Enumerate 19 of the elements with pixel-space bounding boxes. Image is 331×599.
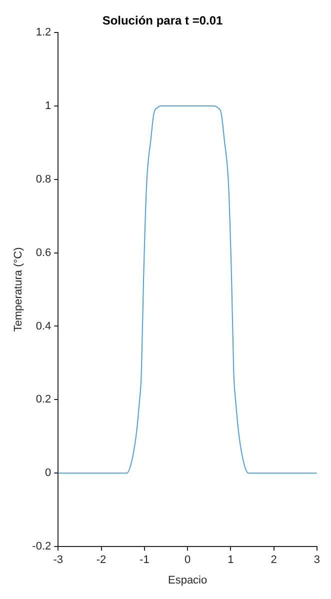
y-tick-label: 1.2 [36,26,52,38]
x-tick-label: -3 [53,554,64,566]
y-tick-label: -0.2 [32,540,52,553]
x-tick-label: 1 [228,554,234,566]
line-series [58,105,317,474]
y-tick-label: 1 [45,100,52,112]
y-tick-label: 0 [45,467,52,480]
y-tick-label: 0.6 [36,246,52,259]
x-tick-label: -2 [96,554,106,566]
x-tick-label: 3 [314,554,320,566]
x-tick-label: 0 [184,554,191,566]
x-tick-label: 2 [270,554,277,566]
chart-title: Solución para t =0.01 [102,14,224,28]
y-axis-title: Temperatura (°C) [12,247,25,332]
y-tick-label: 0.8 [36,173,52,186]
y-tick-label: 0.4 [36,320,52,332]
y-tick-label: 0.2 [36,394,52,406]
x-tick-label: -1 [140,554,150,566]
x-axis-title: Espacio [168,574,208,586]
